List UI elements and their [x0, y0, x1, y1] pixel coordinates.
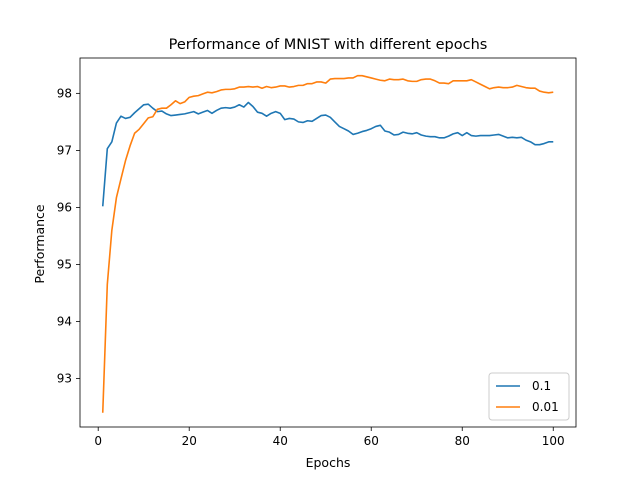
chart-title: Performance of MNIST with different epoc…	[169, 37, 488, 53]
y-tick-label: 95	[57, 257, 72, 271]
y-tick-label: 94	[57, 314, 72, 328]
series-line-1	[101, 74, 554, 413]
legend: 0.1 0.01	[488, 372, 570, 421]
legend-label-1: 0.01	[532, 400, 559, 414]
y-tick-label: 97	[57, 143, 72, 157]
plot-frame	[79, 57, 577, 428]
x-axis: 0 20 40 60 80 100	[94, 427, 565, 448]
x-axis-label: Epochs	[306, 455, 351, 470]
series-line-0	[101, 101, 554, 207]
x-tick-label: 20	[182, 434, 197, 448]
plot-area	[101, 74, 554, 413]
x-tick-label: 60	[364, 434, 379, 448]
x-tick-label: 100	[542, 434, 565, 448]
y-tick-label: 93	[57, 372, 72, 386]
legend-box	[488, 372, 570, 421]
legend-label-0: 0.1	[532, 379, 551, 393]
y-axis: 93 94 95 96 97 98	[57, 86, 80, 386]
x-tick-label: 80	[455, 434, 470, 448]
y-axis-label: Performance	[32, 204, 47, 284]
y-tick-label: 96	[57, 200, 72, 214]
y-tick-label: 98	[57, 86, 72, 100]
x-tick-label: 0	[94, 434, 102, 448]
x-tick-label: 40	[273, 434, 288, 448]
